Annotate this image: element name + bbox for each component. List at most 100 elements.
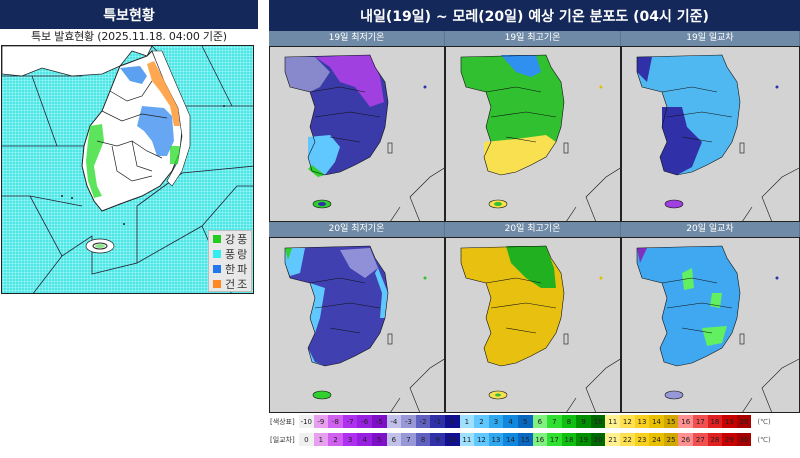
scale-cell: 19 (722, 415, 737, 428)
scale-cell: 27 (693, 433, 708, 446)
scale-cell: 0 (444, 415, 460, 428)
map-title: 20일 최저기온 (269, 222, 445, 237)
scale-cell: -7 (342, 415, 358, 428)
map-title: 19일 최고기온 (445, 31, 621, 46)
korea-map-graphic (460, 245, 620, 412)
korea-map-graphic (460, 54, 620, 221)
scale-cell: 20 (736, 415, 752, 428)
warning-panel-title: 특보현황 (0, 0, 258, 29)
scale-cell: 17 (547, 433, 562, 446)
scale-cell: 18 (561, 433, 577, 446)
scale-cell: 6 (532, 415, 548, 428)
scale-cell: 6 (386, 433, 402, 446)
scale-cell: 0 (299, 433, 314, 446)
scale-cell: 26 (678, 433, 694, 446)
map-title: 19일 최저기온 (269, 31, 445, 46)
scale-cell: -6 (357, 415, 372, 428)
scale-cell: 12 (620, 415, 635, 428)
scale-unit: (℃) (757, 417, 771, 426)
map-19-min-temp[interactable]: 19일 최저기온 (269, 31, 445, 222)
scale-cell: 3 (488, 415, 504, 428)
map-image (269, 237, 445, 413)
map-title: 20일 일교차 (621, 222, 800, 237)
map-20-min-temp[interactable]: 20일 최저기온 (269, 222, 445, 413)
scale-cell: -8 (328, 415, 343, 428)
scale-cell: 5 (371, 433, 387, 446)
scale-cell: 7 (401, 433, 416, 446)
gale-swatch-icon (213, 234, 221, 243)
scale-cell: 11 (459, 433, 475, 446)
scale-cell: -4 (386, 415, 402, 428)
scale-cell: 21 (605, 433, 621, 446)
scale-cell: 24 (649, 433, 664, 446)
scale-cell: 29 (722, 433, 737, 446)
scale-cell: 5 (517, 415, 533, 428)
legend-label: 건조 (225, 277, 250, 291)
korea-map-graphic (636, 245, 799, 412)
scale-cell: -2 (415, 415, 431, 428)
scale-cell: 16 (678, 415, 694, 428)
legend-label: 한파 (225, 262, 250, 276)
scale-cell: 14 (503, 433, 518, 446)
scale-cell: 23 (634, 433, 650, 446)
scale-cell: 10 (590, 415, 606, 428)
scale-cell: 14 (649, 415, 664, 428)
scale-cells: 0 1 2 3 4 5 6 7 8 9 10 11 12 13 14 15 16 17 18 19 20 21 22 23 24… (299, 433, 752, 446)
scale-cell: -3 (401, 415, 416, 428)
scale-cell: 12 (474, 433, 489, 446)
legend-item-high-seas: 풍랑 (209, 246, 251, 261)
scale-cell: 8 (561, 415, 577, 428)
legend-label: 강풍 (225, 232, 250, 246)
scale-cell: 8 (415, 433, 431, 446)
scale-cell: -1 (430, 415, 445, 428)
scale-cell: 28 (707, 433, 723, 446)
scale-cell: 1 (459, 415, 475, 428)
map-image (445, 237, 621, 413)
scale-cell: -10 (299, 415, 314, 428)
color-scale-legend: [색상표] -10 -9 -8 -7 -6 -5 -4 -3 -2 -1 0 1 2 3 4 5 6 7 8 9 10 1… (269, 414, 800, 450)
legend-item-dryness: 건조 (209, 276, 251, 291)
scale-cell: 15 (663, 415, 679, 428)
scale-cell: 17 (693, 415, 708, 428)
scale-cell: 16 (532, 433, 548, 446)
scale-cell: 9 (576, 415, 591, 428)
map-19-max-temp[interactable]: 19일 최고기온 (445, 31, 621, 222)
legend-item-gale: 강풍 (209, 231, 251, 246)
scale-cell: 13 (634, 415, 650, 428)
scale-cell: 20 (590, 433, 606, 446)
scale-label: [일교차] (270, 435, 295, 444)
map-20-daily-range[interactable]: 20일 일교차 (621, 222, 800, 413)
scale-cell: 10 (444, 433, 460, 446)
scale-cell: 11 (605, 415, 621, 428)
scale-cell: 15 (517, 433, 533, 446)
warning-issuance-subtitle: 특보 발효현황 (2025.11.18. 04:00 기준) (31, 30, 227, 43)
scale-cell: 19 (576, 433, 591, 446)
scale-cell: 2 (474, 415, 489, 428)
map-20-max-temp[interactable]: 20일 최고기온 (445, 222, 621, 413)
cold-wave-swatch-icon (213, 264, 221, 273)
temperature-forecast-panel: 내일(19일) ~ 모레(20일) 예상 기온 분포도 (04시 기준) 19일… (269, 0, 800, 458)
map-image (269, 46, 445, 222)
warning-map[interactable]: 강풍 풍랑 한파 건조 (1, 45, 254, 294)
scale-cell: -9 (313, 415, 329, 428)
scale-cell: 2 (328, 433, 343, 446)
korea-map-graphic (284, 54, 444, 221)
korea-map-graphic (636, 54, 799, 221)
warning-map-graphic (2, 46, 253, 293)
scale-cell: 4 (357, 433, 372, 446)
daily-range-color-scale: [일교차] 0 1 2 3 4 5 6 7 8 9 10 11 12 13 14 15 16 17 18 19 20 21… (269, 432, 800, 447)
scale-cell: 18 (707, 415, 723, 428)
forecast-panel-title: 내일(19일) ~ 모레(20일) 예상 기온 분포도 (04시 기준) (269, 0, 800, 31)
scale-cell: 30 (736, 433, 752, 446)
map-image (621, 237, 800, 413)
scale-cells: -10 -9 -8 -7 -6 -5 -4 -3 -2 -1 0 1 2 3 4 5 6 7 8 9 10 11 12 13 1… (299, 415, 752, 428)
map-19-daily-range[interactable]: 19일 일교차 (621, 31, 800, 222)
temperature-color-scale: [색상표] -10 -9 -8 -7 -6 -5 -4 -3 -2 -1 0 1 2 3 4 5 6 7 8 9 10 1… (269, 414, 800, 429)
scale-cell: 25 (663, 433, 679, 446)
map-image (445, 46, 621, 222)
warning-legend: 강풍 풍랑 한파 건조 (208, 230, 252, 292)
scale-cell: -5 (371, 415, 387, 428)
legend-item-cold-wave: 한파 (209, 261, 251, 276)
scale-cell: 13 (488, 433, 504, 446)
